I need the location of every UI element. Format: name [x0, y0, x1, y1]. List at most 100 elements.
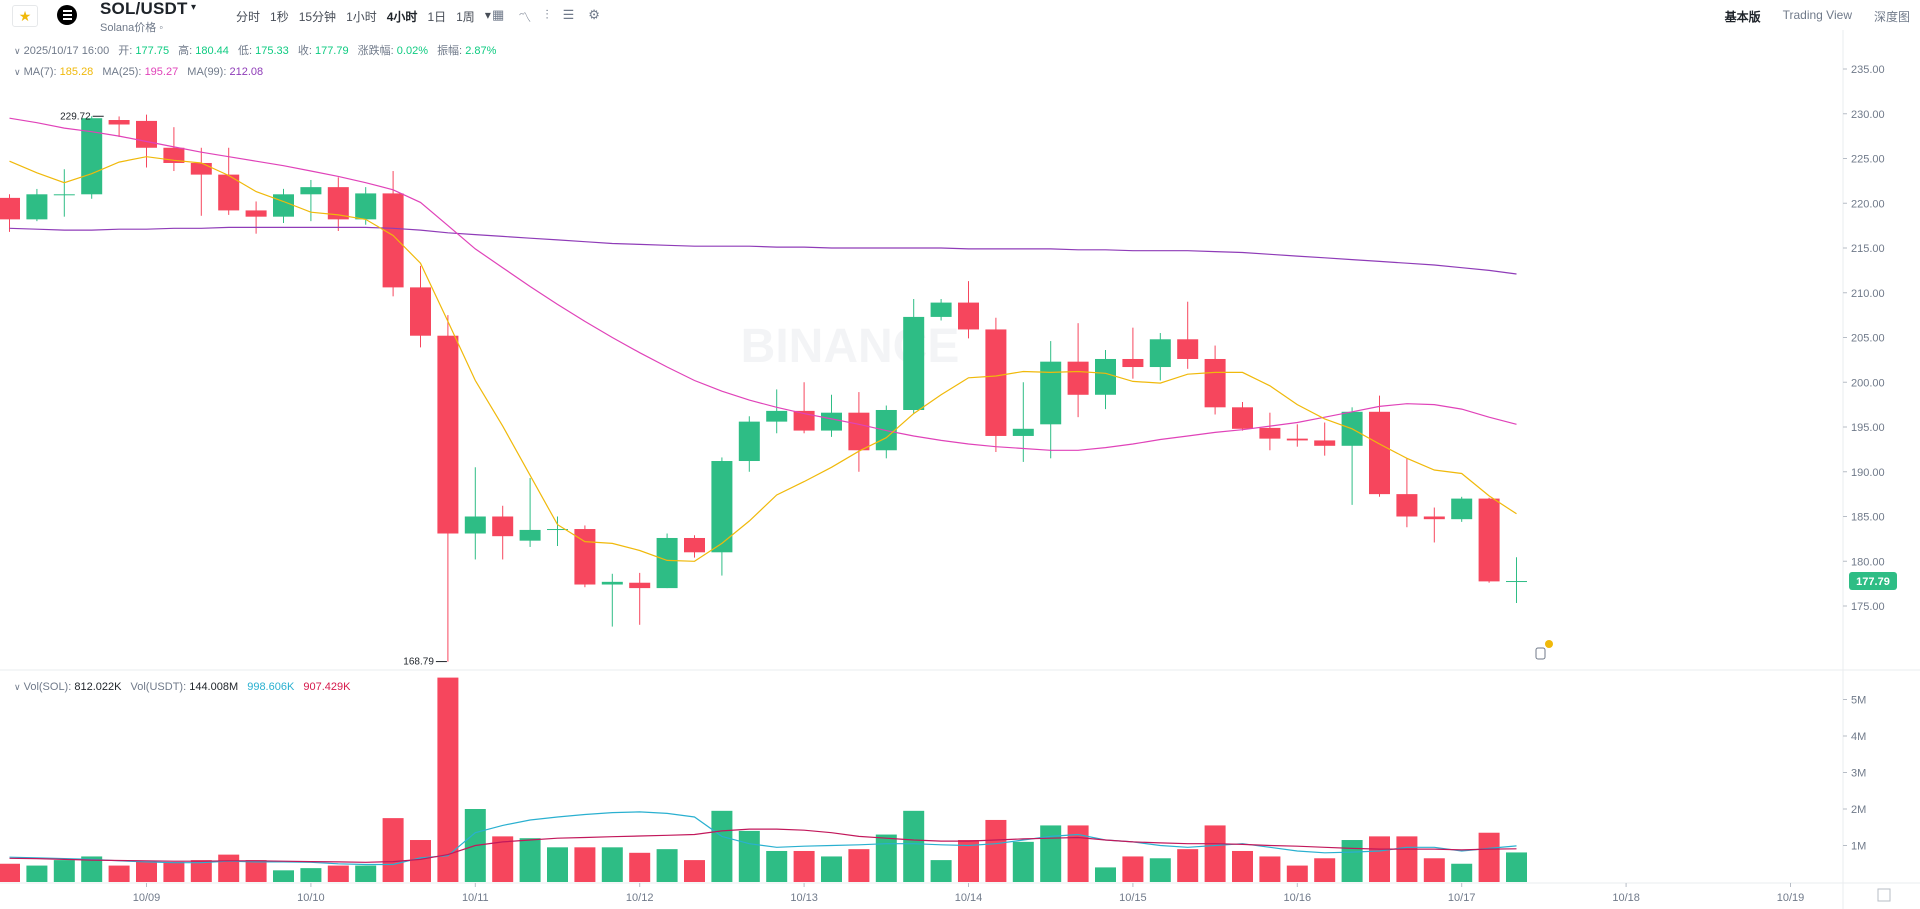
indicator-icon[interactable]: 〽 [518, 10, 532, 25]
symbol-dropdown-icon[interactable]: ▾ [191, 2, 197, 13]
time-tick-label: 10/18 [1612, 892, 1640, 904]
candle-body [821, 412, 842, 431]
price-tick-label: 175.00 [1851, 601, 1885, 613]
volume-bar [656, 849, 678, 882]
symbol-title[interactable]: SOL/USDT [100, 0, 188, 18]
candle-body [300, 187, 322, 195]
settings-list-icon[interactable]: ☰ [562, 7, 575, 22]
volume-bar [136, 861, 157, 882]
time-tick-label: 10/10 [297, 892, 325, 904]
volume-bar [355, 865, 377, 882]
volume-tick-label: 5M [1851, 695, 1866, 707]
volume-bar [711, 810, 733, 882]
volume-bar [1286, 865, 1308, 882]
candle-body [711, 461, 733, 553]
interval-4h[interactable]: 4小时 [386, 10, 418, 24]
interval-more-dropdown[interactable]: ▾ [484, 8, 491, 22]
candle-body [547, 529, 568, 531]
interval-1d[interactable]: 1日 [427, 10, 447, 24]
candle-body [437, 335, 459, 534]
gear-icon[interactable]: ⚙ [588, 7, 600, 22]
ohlc-low: 175.33 [255, 45, 289, 57]
candle-body [985, 329, 1007, 436]
favorite-star-icon[interactable]: ★ [12, 5, 38, 27]
symbol-subtitle: Solana价格 ◦ [100, 22, 164, 34]
ohlc-open: 177.75 [135, 45, 170, 57]
candle-body [656, 537, 678, 589]
interval-1w[interactable]: 1周 [456, 10, 475, 24]
collapse-chevron-icon[interactable]: ∨ [14, 67, 21, 77]
calendar-icon[interactable]: ▦ [492, 7, 505, 22]
price-tick-label: 205.00 [1851, 333, 1885, 345]
interval-tick[interactable]: 分时 [236, 10, 261, 24]
candle-body [1506, 581, 1527, 583]
candle-body [1396, 494, 1418, 517]
time-tick-label: 10/14 [955, 892, 983, 904]
chart-grid [0, 30, 1920, 909]
ma25-line [9, 117, 1517, 451]
tab-trading-view[interactable]: Trading View [1782, 8, 1852, 22]
chart-axes: 175.00 180.00 185.00 190.00 195.00 200.00 205.… [60, 64, 1897, 904]
candle-body [766, 410, 788, 422]
last-price-label: 177.79 [1856, 576, 1890, 588]
volume-bar [601, 847, 623, 882]
price-tick-label: 210.00 [1851, 288, 1885, 300]
candle-body [327, 187, 349, 220]
candle-body [1314, 440, 1336, 446]
volume-tick-label: 4M [1851, 731, 1866, 743]
ma99-value: 212.08 [229, 66, 264, 78]
ma7-value: 185.28 [59, 66, 94, 78]
volume-bar [1204, 825, 1226, 882]
candle-body [738, 421, 760, 462]
ma7-line [9, 156, 1517, 562]
candle-body [1232, 407, 1253, 429]
tab-basic[interactable]: 基本版 [1724, 10, 1761, 24]
volume-bar [958, 840, 979, 882]
candle-body [382, 193, 404, 288]
ma25-value: 195.27 [144, 66, 179, 78]
interval-15m[interactable]: 15分钟 [298, 10, 337, 24]
ma99-line [9, 226, 1517, 275]
vol-sol-value: 812.022K [74, 681, 122, 693]
volume-bar [547, 847, 568, 882]
volume-bar [875, 834, 897, 882]
candle-body [464, 516, 486, 534]
tab-depth[interactable]: 深度图 [1873, 10, 1910, 24]
volume-bar [245, 860, 267, 882]
volume-bar [53, 860, 75, 882]
volume-bar [930, 860, 952, 882]
candle-body [848, 412, 870, 451]
candle-type-icon[interactable]: ⫶ [545, 7, 549, 22]
collapse-chevron-icon[interactable]: ∨ [14, 46, 21, 56]
collapse-chevron-icon[interactable]: ∨ [14, 682, 21, 692]
ohlc-legend: ∨ 2025/10/17 16:00 开: 177.75 高: 180.44 低:… [14, 45, 497, 57]
interval-1h[interactable]: 1小时 [346, 10, 377, 24]
candle-body [1095, 358, 1116, 395]
volume-bar [684, 860, 705, 882]
candle-body [81, 118, 103, 195]
candle-body [26, 194, 48, 220]
volume-bar [26, 865, 48, 882]
vol-ma1-value: 998.606K [247, 681, 295, 693]
candle-body [245, 210, 267, 217]
candle-body [136, 120, 157, 148]
candle-body [53, 194, 75, 196]
time-tick-label: 10/09 [133, 892, 161, 904]
volume-bar [1012, 841, 1034, 882]
price-tick-label: 180.00 [1851, 556, 1885, 568]
candle-body [1149, 339, 1171, 368]
volume-bar [1341, 840, 1363, 882]
volume-bar [1396, 836, 1418, 882]
volume-tick-label: 3M [1851, 768, 1866, 780]
chart-tools: ▦ 〽 ⫶ ☰ ⚙ [492, 7, 600, 26]
candle-body [1259, 427, 1281, 439]
scroll-end-icon [1877, 888, 1891, 902]
volume-bar [1067, 825, 1089, 882]
volume-bar [218, 854, 240, 882]
candle-body [1286, 438, 1308, 441]
ohlc-change: 0.02% [396, 45, 428, 57]
candle-body [684, 537, 705, 553]
interval-1s[interactable]: 1秒 [270, 10, 289, 24]
candle-body [190, 162, 212, 175]
